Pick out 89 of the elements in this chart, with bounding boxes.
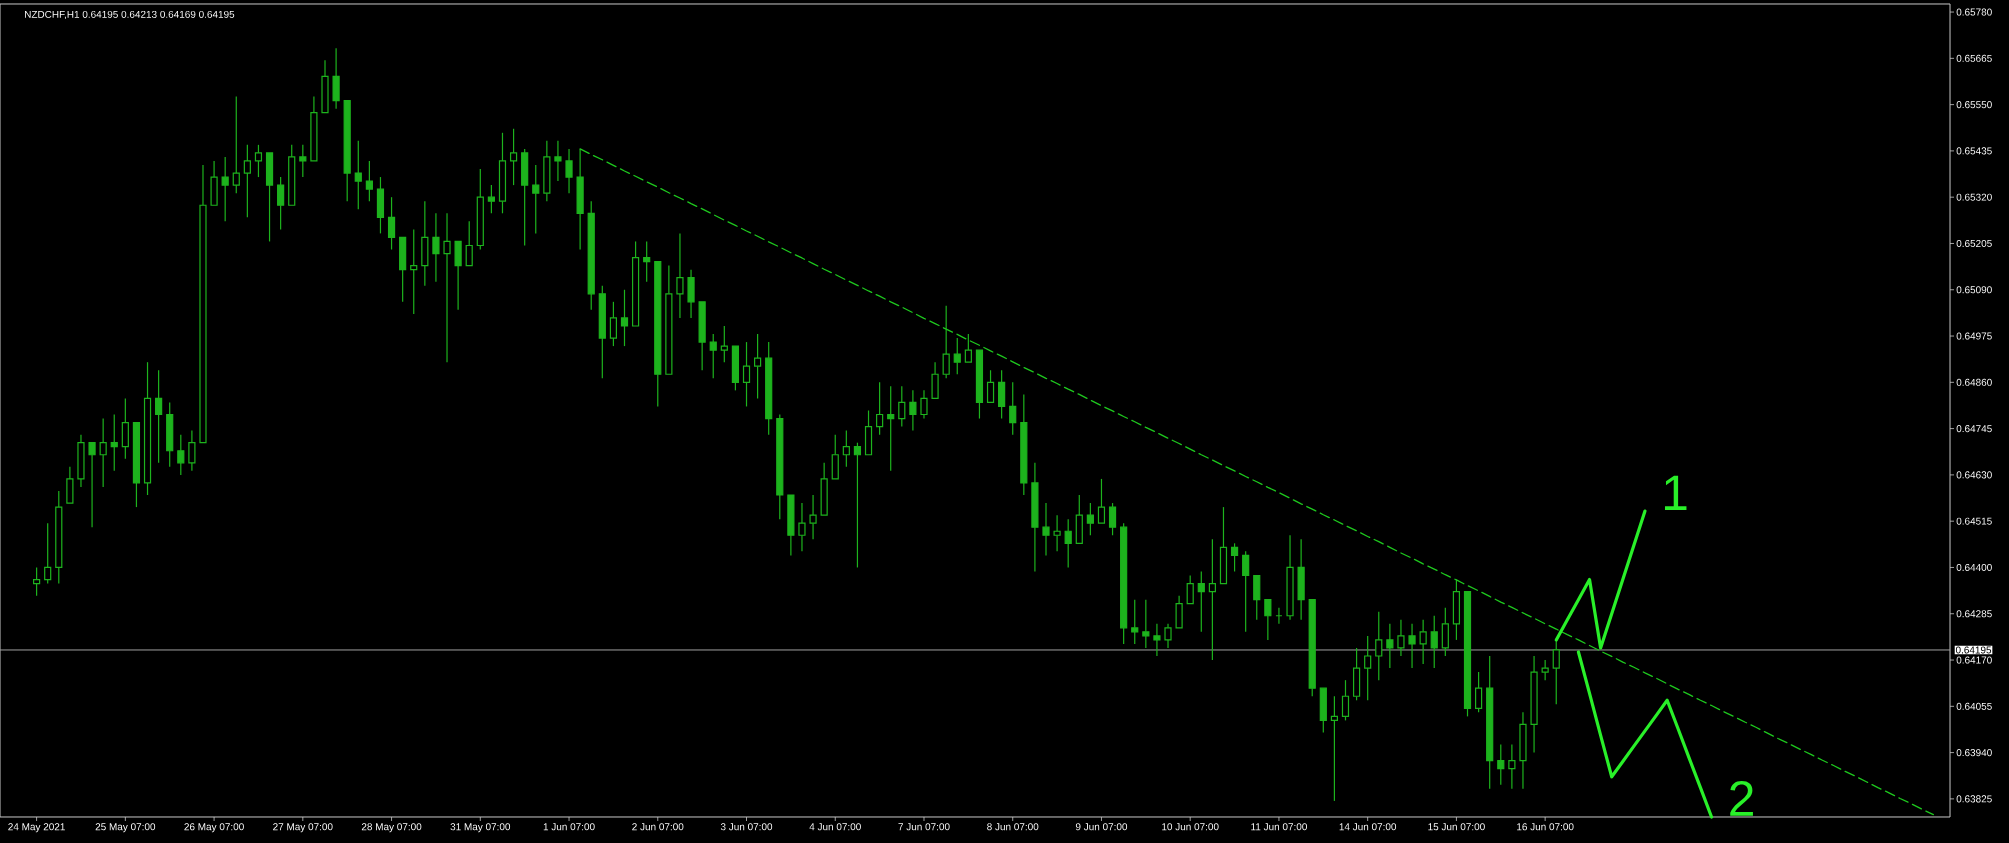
candlestick [676,232,684,319]
candlestick [1042,502,1050,556]
x-tick-label: 4 Jun 07:00 [809,823,861,831]
candlestick [620,289,629,347]
x-tick-label: 14 Jun 07:00 [1339,823,1397,831]
y-tick-label: 0.65320 [1956,193,1992,201]
candlestick [754,333,762,400]
candlestick [687,269,695,319]
x-tick-label: 11 Jun 07:00 [1251,823,1307,831]
candlestick [798,502,806,552]
candlestick [554,140,562,182]
x-tick-label: 7 Jun 07:00 [898,823,950,831]
x-tick-label: 10 Jun 07:00 [1162,823,1219,831]
candlestick [1519,711,1527,790]
candlestick [1364,635,1372,701]
candlestick [920,389,928,420]
y-tick-label: 0.65090 [1956,286,1992,294]
candlestick [742,341,751,408]
candlestick [432,212,440,283]
candlestick [576,148,584,251]
candlestick [532,164,540,235]
candlestick [909,389,917,432]
text: NZDCHF,H1 0.64195 0.64213 0.64169 0.64195 [25,10,235,20]
y-tick-label: 0.65435 [1956,147,1992,155]
x-tick-label: 25 May 07:00 [95,823,156,833]
candlestick [354,140,362,210]
x-tick-label: 3 Jun 07:00 [720,823,773,831]
candlestick [1164,623,1172,649]
candlestick [421,200,429,287]
x-tick-label: 24 May 2021 [8,823,65,833]
y-tick-label: 0.64975 [1956,332,1992,340]
y-tick-label: 0.64515 [1956,517,1992,525]
candlestick [221,156,229,222]
y-tick-label: 0.64285 [1956,610,1992,618]
ref-line-label: 0.64195 [1955,646,1992,654]
y-tick-label: 0.64860 [1956,378,1992,386]
candlestick [1486,655,1494,790]
x-tick-label: 31 May 07:00 [450,823,511,833]
candlestick [1297,538,1305,621]
y-tick-label: 0.64400 [1956,563,1992,571]
candlestick [155,369,163,464]
y-tick-label: 0.63825 [1956,795,1992,803]
x-tick-label: 28 May 07:00 [361,823,422,833]
candlestick [1208,538,1216,661]
x-tick-label: 26 May 07:00 [184,823,244,833]
series-label: 1 [1664,475,1687,510]
x-tick-label: 15 Jun 07:00 [1428,823,1485,831]
y-tick-label: 0.64055 [1956,702,1992,710]
line-series [1554,509,1647,650]
candlestick [1397,619,1405,657]
candlestick [77,434,85,488]
candlestick [1386,623,1394,669]
y-tick-label: 0.65780 [1956,8,1992,16]
candlestick [188,430,196,472]
candlestick [1330,695,1338,802]
y-tick-label: 0.64170 [1956,656,1992,664]
series-label: 2 [1730,781,1753,816]
candlestick [1153,623,1161,657]
candlestick [332,47,340,110]
candlestick [565,148,573,194]
candlestick [1530,655,1538,754]
candlestick [410,228,418,315]
candlestick [99,417,107,488]
candlestick [1053,514,1061,552]
y-tick-label: 0.65550 [1956,101,1992,109]
candlestick [509,128,518,186]
x-tick-label: 9 Jun 07:00 [1075,823,1128,831]
candlestick [1408,623,1416,669]
y-tick-label: 0.64630 [1956,471,1992,479]
y-tick-label: 0.65205 [1956,239,1992,247]
candlestick [1375,611,1383,681]
candlestick [809,494,817,540]
x-tick-label: 8 Jun 07:00 [987,823,1039,831]
x-tick-label: 27 May 07:00 [273,823,333,833]
line-series [1576,650,1714,819]
y-tick-label: 0.65665 [1956,54,1992,62]
x-tick-label: 2 Jun 07:00 [632,823,684,831]
candlestick [887,385,895,472]
candlestick [1031,462,1039,573]
y-tick-label: 0.64745 [1956,425,1992,433]
candlestick [1508,743,1516,790]
x-tick-label: 16 Jun 07:00 [1517,823,1574,831]
candlestick [110,413,118,472]
x-tick-label: 1 Jun 07:00 [543,823,595,831]
line-series [579,148,1935,816]
y-tick-label: 0.63940 [1956,749,1992,757]
candlestick [1286,534,1294,621]
candlestick [1419,619,1427,665]
candlestick [443,212,451,363]
